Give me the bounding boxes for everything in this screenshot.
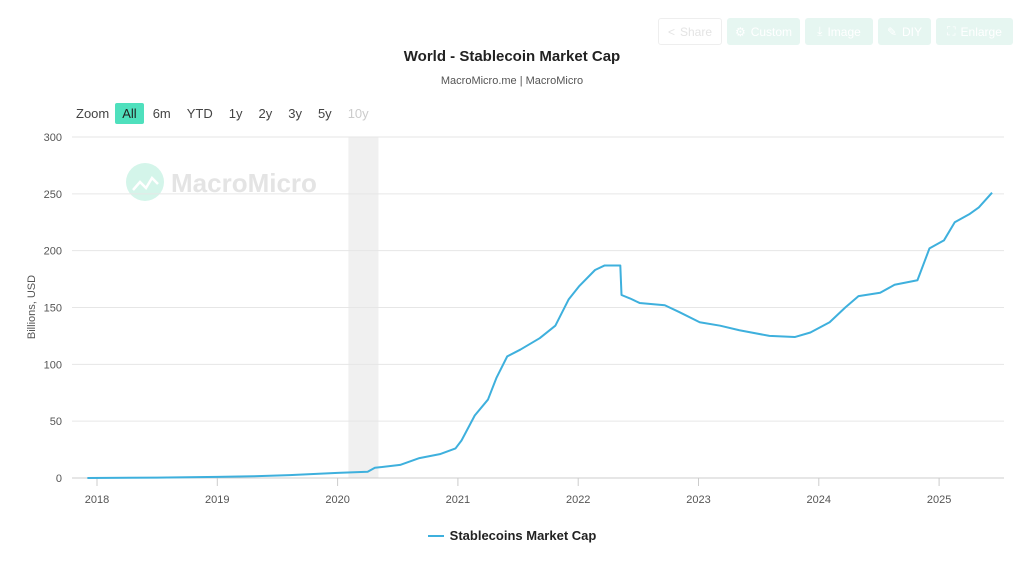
x-tick-label: 2024 <box>807 494 831 506</box>
y-tick-label: 50 <box>50 416 62 428</box>
x-tick-label: 2019 <box>205 494 229 506</box>
legend-label: Stablecoins Market Cap <box>449 528 597 543</box>
y-tick-label: 150 <box>44 303 62 315</box>
y-tick-label: 200 <box>44 246 62 258</box>
chart-title: World - Stablecoin Market Cap <box>403 48 621 65</box>
y-tick-label: 300 <box>44 132 62 144</box>
zoom-option-5y[interactable]: 5y <box>317 106 332 121</box>
enlarge-button[interactable]: ⛶ Enlarge <box>936 18 1013 45</box>
zoom-option-all[interactable]: All <box>115 103 144 124</box>
y-axis-label: Billions, USD <box>26 275 38 339</box>
y-tick-label: 0 <box>56 473 62 485</box>
y-tick-label: 100 <box>44 359 62 371</box>
x-tick-label: 2020 <box>325 494 349 506</box>
share-icon: < <box>667 24 675 39</box>
zoom-option-6m[interactable]: 6m <box>152 106 171 121</box>
watermark-text: MacroMicro <box>171 168 317 198</box>
share-button[interactable]: < Share <box>658 18 722 45</box>
x-tick-label: 2023 <box>686 494 710 506</box>
plot-area: MacroMicro 0 50 100 150 200 250 300 2018 2019 2020… <box>26 132 1004 506</box>
watermark-logo-icon <box>126 163 164 201</box>
zoom-option-2y[interactable]: 2y <box>258 106 273 121</box>
diy-button[interactable]: ✎ DIY <box>878 18 931 45</box>
y-tick-label: 250 <box>44 189 62 201</box>
zoom-selector: Zoom All 6m YTD 1y 2y 3y 5y 10y <box>76 103 378 124</box>
download-icon: ⤓ <box>817 24 823 38</box>
series-line <box>87 192 993 479</box>
zoom-option-1y[interactable]: 1y <box>228 106 243 121</box>
chart-subtitle: MacroMicro.me | MacroMicro <box>440 75 584 87</box>
x-tick-label: 2022 <box>566 494 590 506</box>
legend-swatch <box>427 534 444 537</box>
gear-icon: ⚙ <box>734 24 746 39</box>
watermark-chart-icon <box>132 175 159 191</box>
image-button[interactable]: ⤓ Image <box>805 18 873 45</box>
zoom-label: Zoom <box>76 106 110 121</box>
pencil-icon: ✎ <box>886 24 898 39</box>
expand-icon: ⛶ <box>947 24 956 38</box>
x-tick-label: 2018 <box>85 494 109 506</box>
x-tick-label: 2021 <box>446 494 470 506</box>
zoom-option-3y[interactable]: 3y <box>288 106 302 121</box>
x-tick-label: 2025 <box>927 494 951 506</box>
legend[interactable]: Stablecoins Market Cap <box>0 528 1024 543</box>
zoom-option-ytd[interactable]: YTD <box>186 106 213 121</box>
custom-button[interactable]: ⚙ Custom <box>727 18 800 45</box>
zoom-option-10y[interactable]: 10y <box>347 106 369 121</box>
